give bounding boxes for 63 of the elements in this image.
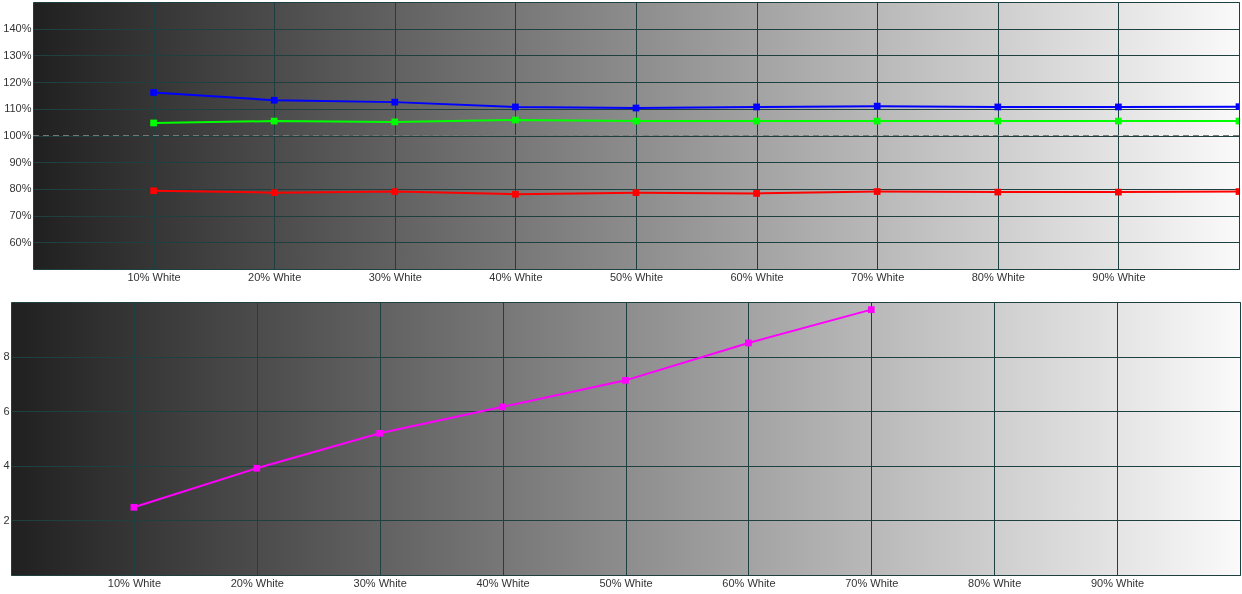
y-tick-label: 2 (3, 513, 10, 526)
y-tick-label: 110% (4, 102, 32, 115)
x-tick-label: 80% White (968, 576, 1022, 589)
point (270, 96, 278, 104)
x-tick-label: 70% White (845, 576, 899, 589)
point (745, 339, 752, 347)
x-tick-label: 20% White (248, 270, 302, 283)
point (130, 503, 138, 511)
point (753, 103, 760, 111)
point (994, 117, 1002, 125)
x-tick-label: 90% White (1092, 270, 1146, 283)
point (391, 118, 399, 126)
x-tick-label: 30% White (353, 576, 407, 589)
point (270, 117, 278, 125)
x-tick-label: 50% White (609, 270, 664, 283)
x-tick-label: 60% White (730, 270, 784, 283)
point (1115, 188, 1122, 196)
x-tick-label: 60% White (722, 576, 776, 589)
point (753, 117, 760, 125)
point (1115, 103, 1122, 111)
y-tick-label: 4 (3, 459, 10, 472)
point (994, 188, 1002, 196)
point (512, 116, 519, 124)
y-tick-label: 90% (9, 155, 32, 168)
point (873, 102, 881, 110)
y-tick-label: 120% (3, 75, 32, 88)
point (512, 103, 519, 111)
x-tick-label: 20% White (230, 576, 284, 589)
y-tick-label: 100% (3, 129, 32, 141)
point (873, 188, 881, 195)
point (867, 306, 875, 313)
point (753, 190, 760, 197)
y-tick-label: 60% (9, 235, 32, 248)
x-tick-label: 40% White (476, 576, 530, 589)
point (253, 464, 261, 472)
point (150, 89, 157, 96)
point (1115, 117, 1122, 125)
point (873, 117, 881, 125)
point (622, 377, 629, 384)
x-tick-label: 90% White (1091, 576, 1145, 589)
x-tick-label: 80% White (971, 270, 1025, 283)
x-tick-label: 30% White (368, 270, 422, 283)
x-tick-label: 40% White (489, 270, 543, 283)
point (150, 119, 157, 127)
point (376, 429, 384, 437)
y-tick-label: 6 (3, 404, 10, 417)
point (512, 190, 519, 198)
point (499, 403, 506, 411)
y-tick-label: 130% (3, 48, 32, 61)
x-tick-label: 10% White (107, 576, 161, 589)
x-tick-label: 70% White (851, 270, 905, 283)
x-tick-label: 50% White (599, 576, 653, 589)
x-tick-label: 10% White (127, 270, 181, 283)
y-tick-label: 8 (3, 350, 10, 363)
y-tick-label: 80% (9, 182, 32, 195)
point (150, 187, 157, 195)
y-tick-label: 70% (9, 209, 32, 222)
point (391, 188, 399, 195)
point (391, 98, 399, 106)
point (994, 103, 1002, 111)
point (270, 189, 278, 196)
point (632, 189, 640, 196)
y-tick-label: 140% (3, 22, 32, 35)
